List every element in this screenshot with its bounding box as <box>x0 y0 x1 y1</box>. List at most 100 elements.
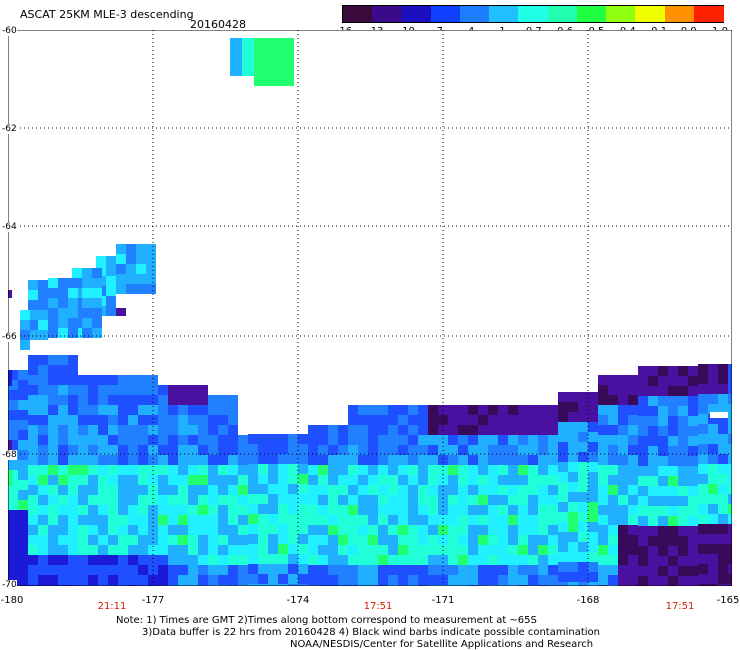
swath-cell <box>128 495 138 505</box>
swath-cell <box>108 415 118 425</box>
swath-cell <box>418 485 428 495</box>
swath-cell <box>688 466 698 476</box>
swath-cell <box>718 364 728 374</box>
swath-cell <box>78 475 88 485</box>
swath-cell <box>58 298 68 308</box>
swath-cell <box>698 364 708 374</box>
swath-cell <box>548 475 558 485</box>
swath-cell <box>38 495 48 505</box>
swath-cell <box>98 485 108 495</box>
swath-cell <box>458 545 468 555</box>
swath-cell <box>538 555 548 565</box>
swath-cell <box>558 542 568 552</box>
swath-cell <box>708 464 718 474</box>
swath-cell <box>338 495 348 505</box>
swath-cell <box>548 415 558 425</box>
swath-cell <box>188 535 198 545</box>
swath-cell <box>8 440 18 450</box>
colorbar-segment <box>664 6 695 22</box>
swath-cell <box>588 562 598 572</box>
swath-cell <box>368 495 378 505</box>
swath-cell <box>368 485 378 495</box>
swath-cell <box>208 575 218 585</box>
swath-cell <box>508 495 518 505</box>
latitude-label: -68 <box>2 450 17 460</box>
graticule <box>8 30 732 586</box>
swath-cell <box>58 415 68 425</box>
swath-cell <box>218 505 228 515</box>
swath-cell <box>158 415 168 425</box>
swath-cell <box>538 505 548 515</box>
swath-cell <box>28 310 38 320</box>
swath-cell <box>88 415 98 425</box>
swath-cell <box>128 415 138 425</box>
swath-cell <box>68 375 78 385</box>
swath-cell <box>718 524 728 534</box>
swath-cell <box>178 525 188 535</box>
swath-cell <box>528 575 538 585</box>
swath-cell <box>38 445 48 455</box>
swath-cell <box>608 415 618 425</box>
swath-cell <box>338 515 348 525</box>
swath-cell <box>718 424 728 434</box>
swath-cell <box>8 530 18 540</box>
swath-cell <box>648 446 658 456</box>
swath-cell <box>348 565 358 575</box>
swath-cell <box>138 395 148 405</box>
swath-cell <box>708 364 718 374</box>
swath-cell <box>338 455 348 465</box>
swath-cell <box>418 455 428 465</box>
swath-cell <box>146 264 156 274</box>
swath-cell <box>628 525 638 535</box>
swath-cell <box>708 554 718 564</box>
swath-cell <box>338 575 348 585</box>
swath-cell <box>678 566 688 576</box>
swath-cell <box>92 308 102 318</box>
swath-cell <box>438 455 448 465</box>
swath-cell <box>48 425 58 435</box>
longitude-label: -165 <box>716 595 740 606</box>
swath-cell <box>568 402 578 412</box>
swath-cell <box>288 584 298 586</box>
swath-cell <box>488 575 498 585</box>
swath-cell <box>648 376 658 386</box>
swath-cell <box>48 525 58 535</box>
swath-cell <box>348 405 358 415</box>
swath-cell <box>58 435 68 445</box>
swath-cell <box>358 455 368 465</box>
swath-cell <box>88 545 98 555</box>
swath-cell <box>638 536 648 546</box>
swath-cell <box>488 505 498 515</box>
swath-cell <box>198 545 208 555</box>
swath-cell <box>498 565 508 575</box>
swath-cell <box>208 435 218 445</box>
swath-cell <box>578 502 588 512</box>
swath-cell <box>478 555 488 565</box>
swath-cell <box>478 565 488 575</box>
swath-cell <box>408 555 418 565</box>
swath-cell <box>128 435 138 445</box>
swath-cell <box>428 425 438 435</box>
swath-cell <box>68 425 78 435</box>
swath-cell <box>68 328 78 338</box>
swath-cell <box>428 525 438 535</box>
swath-cell <box>618 495 628 505</box>
swath-cell <box>48 405 58 415</box>
swath-cell <box>238 575 248 585</box>
swath-cell <box>608 465 618 475</box>
swath-cell <box>338 425 348 435</box>
swath-cell <box>458 405 468 415</box>
swath-cell <box>508 555 518 565</box>
swath-cell <box>418 565 428 575</box>
swath-cell <box>38 525 48 535</box>
swath-cell <box>178 425 188 435</box>
swath-cell <box>368 445 378 455</box>
swath-cell <box>368 545 378 555</box>
swath-cell <box>558 392 568 402</box>
swath-cell <box>668 416 678 426</box>
swath-cell <box>38 465 48 475</box>
swath-cell <box>218 575 228 585</box>
swath-cell <box>398 555 408 565</box>
swath-cell <box>108 505 118 515</box>
swath-cell <box>368 415 378 425</box>
